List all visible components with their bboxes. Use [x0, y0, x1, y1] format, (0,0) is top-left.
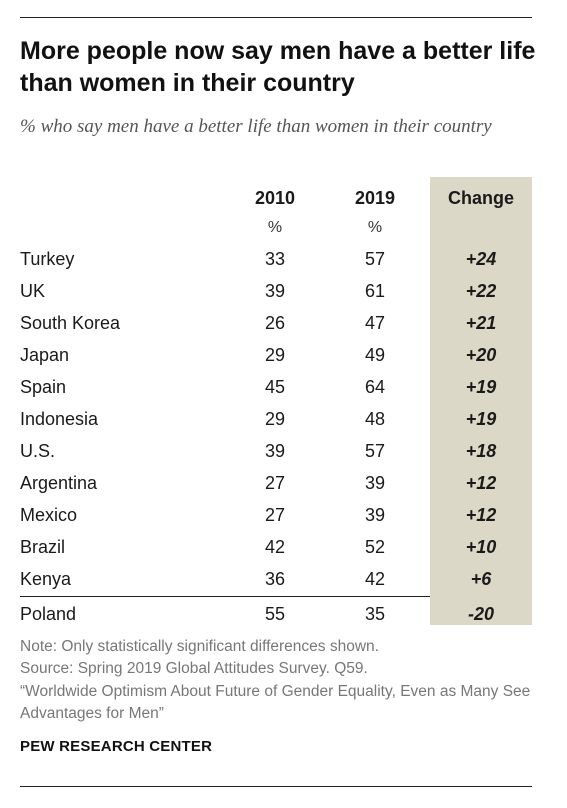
country-label: Japan [20, 345, 70, 365]
table-row: UK 39 61 +22 [0, 275, 567, 307]
value-change: +18 [465, 441, 497, 461]
table-row: U.S. 39 57 +18 [0, 435, 567, 467]
value-change: +20 [465, 345, 497, 365]
value-2019: 52 [364, 537, 386, 557]
value-2019: 48 [364, 409, 386, 429]
value-change: +19 [465, 377, 497, 397]
country-label: Indonesia [20, 409, 99, 429]
pew-brand: PEW RESEARCH CENTER [20, 738, 213, 755]
row-divider [20, 596, 430, 597]
value-2019: 61 [364, 281, 386, 301]
header-2019: 2019 [354, 188, 396, 208]
country-label: UK [20, 281, 46, 301]
table-row: Brazil 42 52 +10 [0, 531, 567, 563]
country-label: U.S. [20, 441, 56, 461]
header-change: Change [447, 188, 514, 208]
value-2010: 39 [264, 441, 286, 461]
value-2010: 29 [264, 345, 286, 365]
value-2010: 27 [264, 473, 286, 493]
value-2010: 27 [264, 505, 286, 525]
note-text: Note: Only statistically significant dif… [20, 638, 379, 655]
country-label: Brazil [20, 537, 66, 557]
header-2010: 2010 [254, 188, 296, 208]
value-2010: 26 [264, 313, 286, 333]
value-2019: 57 [364, 441, 386, 461]
value-change: +12 [465, 505, 497, 525]
value-2019: 57 [364, 249, 386, 269]
table-row: Argentina 27 39 +12 [0, 467, 567, 499]
value-change: -20 [467, 604, 494, 624]
table-row: Poland 55 35 -20 [0, 598, 567, 630]
value-2019: 49 [364, 345, 386, 365]
value-change: +6 [470, 569, 492, 589]
value-2010: 45 [264, 377, 286, 397]
unit-2019: % [367, 219, 383, 236]
unit-2010: % [267, 219, 283, 236]
value-2010: 33 [264, 249, 286, 269]
table-row: Mexico 27 39 +12 [0, 499, 567, 531]
value-2019: 39 [364, 505, 386, 525]
country-label: Spain [20, 377, 67, 397]
table-row: Turkey 33 57 +24 [0, 243, 567, 275]
country-label: South Korea [20, 313, 121, 333]
table-row: Spain 45 64 +19 [0, 371, 567, 403]
country-label: Mexico [20, 505, 78, 525]
bottom-rule [20, 786, 532, 787]
value-change: +24 [465, 249, 497, 269]
value-2019: 35 [364, 604, 386, 624]
value-2010: 42 [264, 537, 286, 557]
top-rule [20, 17, 532, 18]
value-2019: 64 [364, 377, 386, 397]
table-row: Kenya 36 42 +6 [0, 563, 567, 595]
value-change: +12 [465, 473, 497, 493]
value-2010: 29 [264, 409, 286, 429]
value-2010: 55 [264, 604, 286, 624]
value-change: +19 [465, 409, 497, 429]
chart-subtitle: % who say men have a better life than wo… [20, 116, 492, 137]
chart-title: More people now say men have a better li… [20, 37, 536, 97]
value-change: +22 [465, 281, 497, 301]
country-label: Argentina [20, 473, 98, 493]
change-column-band [430, 177, 532, 625]
report-title: “Worldwide Optimism About Future of Gend… [20, 683, 531, 722]
value-2019: 42 [364, 569, 386, 589]
value-2019: 39 [364, 473, 386, 493]
table-row: South Korea 26 47 +21 [0, 307, 567, 339]
value-2010: 39 [264, 281, 286, 301]
value-change: +10 [465, 537, 497, 557]
country-label: Turkey [20, 249, 75, 269]
value-2019: 47 [364, 313, 386, 333]
value-2010: 36 [264, 569, 286, 589]
value-change: +21 [465, 313, 497, 333]
table-row: Japan 29 49 +20 [0, 339, 567, 371]
source-text: Source: Spring 2019 Global Attitudes Sur… [20, 660, 368, 677]
table-row: Indonesia 29 48 +19 [0, 403, 567, 435]
country-label: Kenya [20, 569, 72, 589]
country-label: Poland [20, 604, 77, 624]
